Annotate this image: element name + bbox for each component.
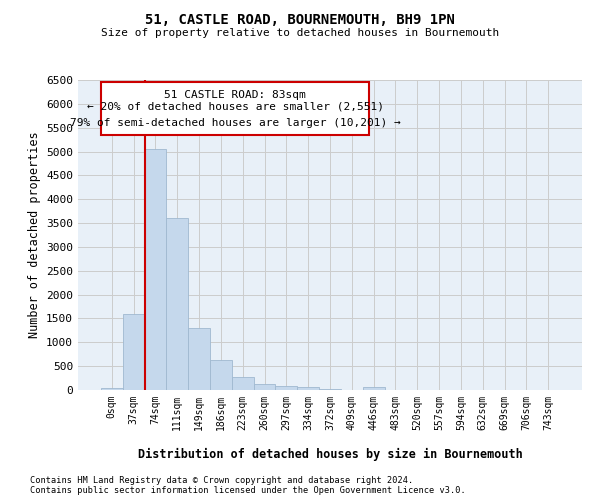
Bar [101, 388, 123, 390]
Bar [275, 386, 297, 390]
Text: 51, CASTLE ROAD, BOURNEMOUTH, BH9 1PN: 51, CASTLE ROAD, BOURNEMOUTH, BH9 1PN [145, 12, 455, 26]
Text: Contains HM Land Registry data © Crown copyright and database right 2024.: Contains HM Land Registry data © Crown c… [30, 476, 413, 485]
Bar [297, 388, 319, 390]
Bar [145, 149, 166, 390]
Bar [210, 360, 232, 390]
Bar [123, 314, 145, 390]
Text: Distribution of detached houses by size in Bournemouth: Distribution of detached houses by size … [137, 448, 523, 460]
Bar [363, 386, 385, 390]
Text: Contains public sector information licensed under the Open Government Licence v3: Contains public sector information licen… [30, 486, 466, 495]
Bar [319, 389, 341, 390]
Text: 51 CASTLE ROAD: 83sqm: 51 CASTLE ROAD: 83sqm [164, 90, 306, 100]
Bar [232, 377, 254, 390]
FancyBboxPatch shape [101, 82, 369, 135]
Bar [254, 384, 275, 390]
Y-axis label: Number of detached properties: Number of detached properties [28, 132, 41, 338]
Bar [188, 328, 210, 390]
Text: ← 20% of detached houses are smaller (2,551): ← 20% of detached houses are smaller (2,… [86, 101, 383, 111]
Bar [166, 218, 188, 390]
Text: 79% of semi-detached houses are larger (10,201) →: 79% of semi-detached houses are larger (… [70, 118, 400, 128]
Text: Size of property relative to detached houses in Bournemouth: Size of property relative to detached ho… [101, 28, 499, 38]
